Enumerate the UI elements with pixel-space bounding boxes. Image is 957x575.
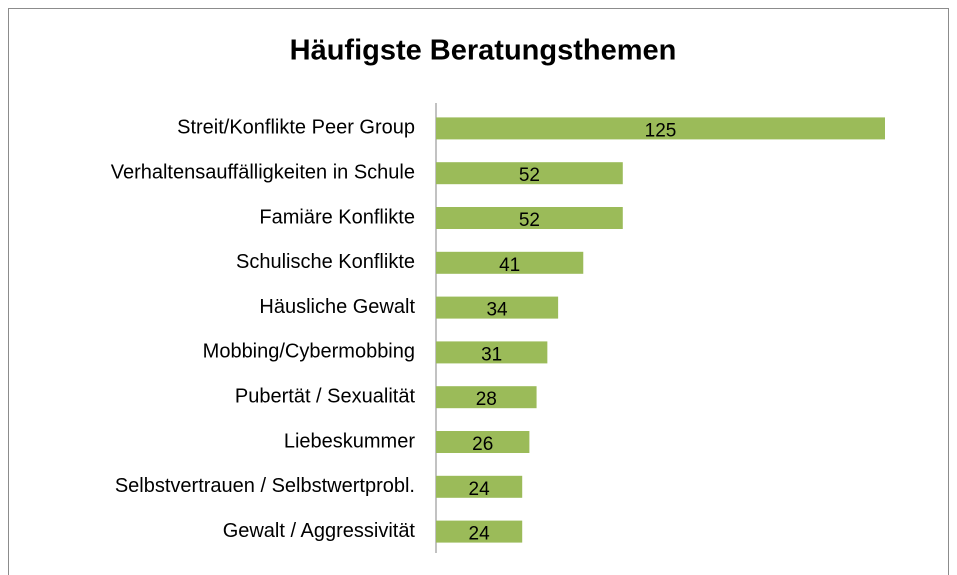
category-label: Selbstvertrauen / Selbstwertprobl. (115, 475, 415, 497)
data-label: 52 (519, 210, 540, 231)
data-label: 24 (469, 524, 491, 545)
category-label: Verhaltensauffälligkeiten in Schule (111, 161, 415, 183)
data-label: 24 (469, 479, 491, 500)
bar (436, 475, 523, 498)
category-label: Liebeskummer (284, 430, 416, 452)
bar (436, 386, 537, 409)
bar (436, 207, 623, 229)
data-label: 41 (499, 255, 520, 276)
bar (436, 251, 584, 274)
data-label: 26 (472, 434, 493, 455)
category-label: Gewalt / Aggressivität (223, 520, 416, 542)
bar (436, 341, 548, 364)
bar (436, 431, 530, 453)
bar (436, 520, 523, 543)
data-label: 31 (481, 344, 502, 365)
category-label: Famiäre Konflikte (259, 206, 415, 228)
data-label: 52 (519, 165, 540, 186)
data-label: 34 (486, 300, 508, 321)
bar (436, 162, 623, 185)
bar (436, 296, 559, 319)
data-label: 28 (476, 389, 497, 410)
data-label: 125 (645, 120, 677, 141)
category-label: Streit/Konflikte Peer Group (177, 117, 415, 139)
category-label: Schulische Konflikte (236, 251, 415, 273)
chart-title: Häufigste Beratungsthemen (290, 35, 677, 67)
chart-frame (8, 8, 949, 575)
bar (436, 117, 885, 140)
category-label: Häusliche Gewalt (259, 296, 415, 318)
category-label: Mobbing/Cybermobbing (203, 341, 415, 363)
category-label: Pubertät / Sexualität (235, 385, 416, 407)
